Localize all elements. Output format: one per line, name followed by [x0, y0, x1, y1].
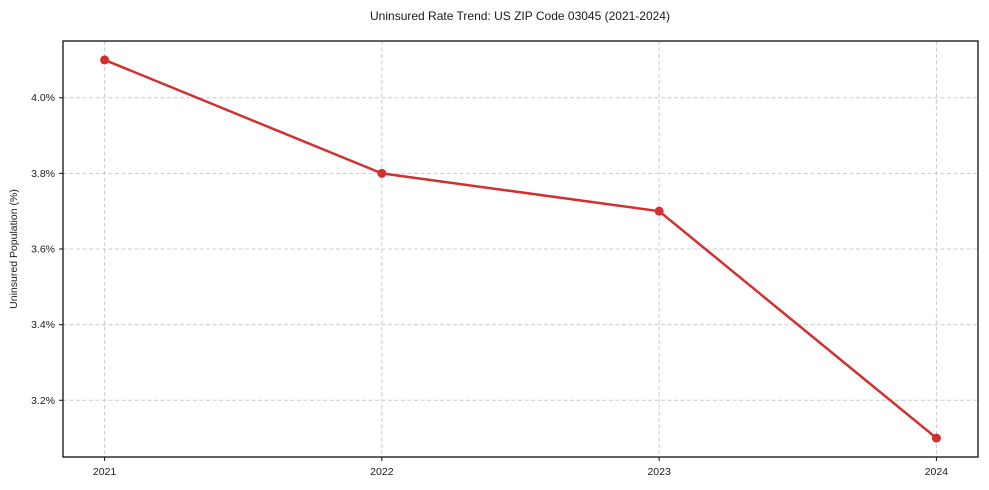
x-tick-label: 2022: [370, 466, 394, 478]
plot-border: [62, 40, 979, 458]
grid-layer: [63, 41, 978, 457]
chart-title: Uninsured Rate Trend: US ZIP Code 03045 …: [370, 9, 670, 23]
y-tick-label: 3.8%: [31, 168, 55, 180]
x-tick-label: 2024: [925, 466, 949, 478]
x-tick-label: 2023: [647, 466, 671, 478]
data-point-marker: [931, 433, 941, 443]
series-layer: [100, 55, 941, 443]
data-point-marker: [377, 168, 387, 178]
y-axis-label: Uninsured Population (%): [8, 189, 20, 309]
trend-line: [103, 58, 938, 440]
y-tick-label: 4.0%: [31, 92, 55, 104]
data-point-marker: [654, 206, 664, 216]
y-tick-label: 3.2%: [31, 395, 55, 407]
y-tick-label: 3.6%: [31, 244, 55, 256]
data-point-marker: [100, 55, 110, 65]
y-tick-label: 3.4%: [31, 319, 55, 331]
tick-layer: 2021 2022 2023 2024 3.2% 3.4% 3.6% 3.8% 4.0%: [31, 92, 948, 478]
x-tick-label: 2021: [93, 466, 117, 478]
